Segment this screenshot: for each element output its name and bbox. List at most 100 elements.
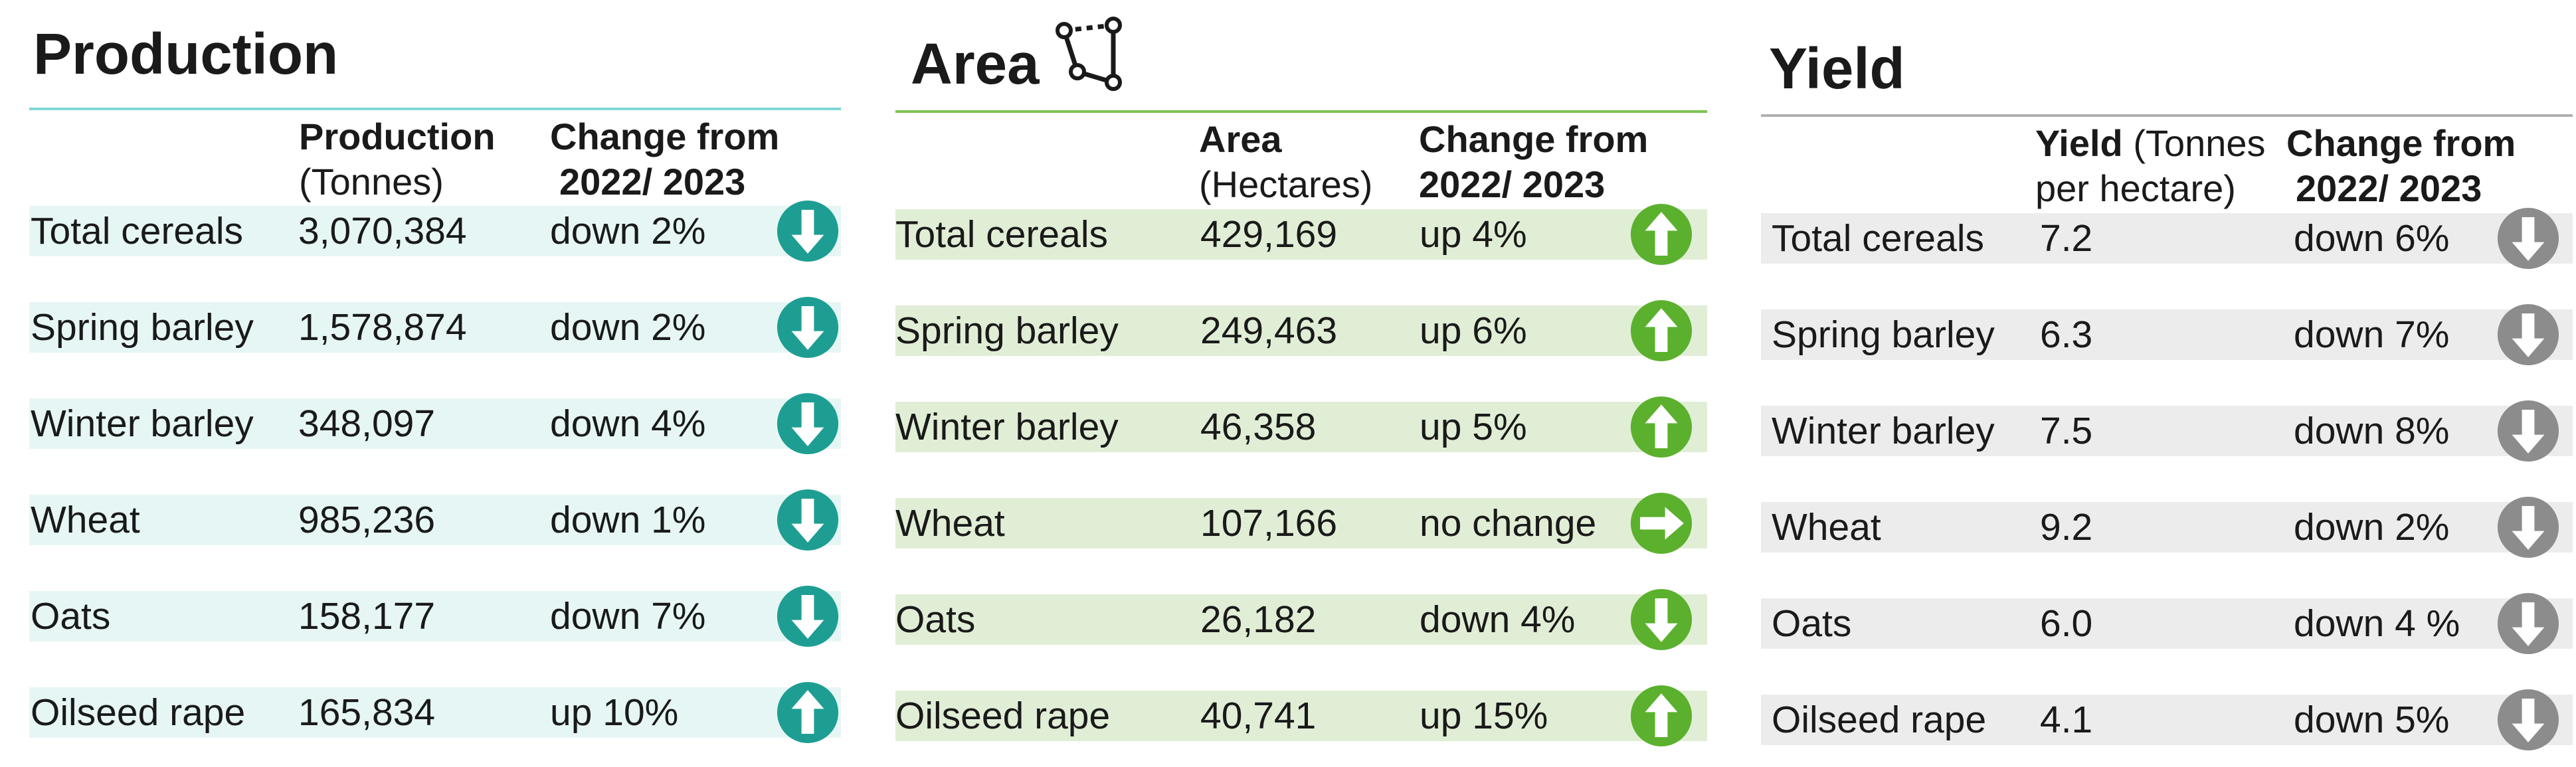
production-header-value: Production (Tonnes)	[299, 114, 496, 205]
crop-name: Spring barley	[31, 306, 254, 349]
value-cell: 7.5	[2040, 410, 2093, 452]
yield-panel: Yield Yield (Tonnes per hectare) Change …	[1754, 0, 2576, 767]
arrow-down-icon	[2497, 689, 2559, 751]
production-header-value-unit: (Tonnes)	[299, 161, 444, 203]
value-cell: 107,166	[1200, 502, 1338, 545]
table-row: Wheat 9.2 down 2%	[1761, 496, 2573, 558]
area-header-value-unit: (Hectares)	[1199, 163, 1373, 205]
value-cell: 1,578,874	[298, 306, 467, 349]
yield-title: Yield	[1769, 37, 1905, 101]
change-cell: down 7%	[550, 595, 706, 638]
arrow-up-icon	[777, 681, 839, 744]
crop-name: Total cereals	[31, 210, 243, 252]
change-cell: down 5%	[2294, 699, 2450, 741]
table-row: Total cereals 3,070,384 down 2%	[29, 200, 841, 262]
crop-name: Total cereals	[1772, 217, 1984, 260]
arrow-right-icon	[1630, 492, 1693, 554]
change-cell: down 2%	[550, 306, 706, 349]
arrow-down-icon	[2497, 303, 2559, 366]
change-cell: up 6%	[1420, 309, 1527, 352]
table-row: Oats 6.0 down 4 %	[1761, 592, 2573, 655]
table-row: Wheat 985,236 down 1%	[29, 489, 841, 551]
production-header-value-bold: Production	[299, 116, 496, 157]
area-header-value-bold: Area	[1199, 118, 1282, 160]
value-cell: 9.2	[2040, 506, 2093, 549]
value-cell: 7.2	[2040, 217, 2093, 260]
area-title: Area	[911, 32, 1040, 96]
value-cell: 6.0	[2040, 602, 2093, 645]
table-row: Total cereals 429,169 up 4%	[895, 203, 1707, 266]
arrow-up-icon	[1630, 299, 1693, 362]
area-header-change: Change from 2022/ 2023	[1419, 117, 1648, 207]
table-row: Winter barley 7.5 down 8%	[1761, 400, 2573, 462]
area-header-change-line1: Change from	[1419, 118, 1649, 160]
crop-name: Winter barley	[1772, 410, 1995, 452]
yield-header-change: Change from 2022/ 2023	[2286, 121, 2516, 211]
value-cell: 249,463	[1200, 309, 1338, 352]
crop-name: Total cereals	[895, 213, 1108, 256]
change-cell: up 4%	[1420, 213, 1527, 256]
value-cell: 165,834	[298, 691, 436, 734]
change-cell: up 15%	[1420, 695, 1548, 737]
table-row: Oilseed rape 40,741 up 15%	[895, 685, 1707, 747]
arrow-down-icon	[2497, 496, 2559, 558]
yield-header-value-unit: (Tonnes	[2133, 122, 2266, 164]
table-row: Winter barley 46,358 up 5%	[895, 396, 1707, 458]
change-cell: up 5%	[1420, 406, 1527, 448]
value-cell: 985,236	[298, 499, 436, 541]
crop-name: Wheat	[895, 502, 1005, 545]
production-header-change: Change from 2022/ 2023	[550, 114, 779, 205]
table-row: Total cereals 7.2 down 6%	[1761, 207, 2573, 270]
arrow-down-icon	[777, 489, 839, 551]
value-cell: 158,177	[298, 595, 436, 638]
yield-header-value-unit2: per hectare)	[2035, 167, 2236, 209]
table-row: Oats 26,182 down 4%	[895, 588, 1707, 651]
crop-name: Winter barley	[895, 406, 1119, 448]
production-header-change-line2: 2022/ 2023	[559, 161, 746, 203]
arrow-up-icon	[1630, 685, 1693, 747]
change-cell: down 7%	[2294, 313, 2450, 356]
arrow-up-icon	[1630, 396, 1693, 458]
change-cell: down 4 %	[2294, 602, 2460, 645]
table-row: Oilseed rape 4.1 down 5%	[1761, 689, 2573, 751]
production-header-change-line1: Change from	[550, 116, 780, 157]
production-divider	[29, 108, 841, 110]
arrow-down-icon	[777, 585, 839, 647]
production-title: Production	[33, 22, 339, 86]
yield-header-change-line1: Change from	[2286, 122, 2516, 164]
area-divider	[895, 110, 1707, 113]
change-cell: up 10%	[550, 691, 679, 734]
crop-name: Oats	[895, 598, 976, 641]
production-panel: Production Production (Tonnes) Change fr…	[0, 0, 850, 767]
change-cell: down 2%	[2294, 506, 2450, 549]
arrow-up-icon	[1630, 203, 1693, 266]
crop-name: Oilseed rape	[31, 691, 246, 734]
change-cell: down 8%	[2294, 410, 2450, 452]
change-cell: down 6%	[2294, 217, 2450, 260]
table-row: Oats 158,177 down 7%	[29, 585, 841, 647]
change-cell: down 2%	[550, 210, 706, 252]
arrow-down-icon	[2497, 400, 2559, 462]
table-row: Spring barley 249,463 up 6%	[895, 299, 1707, 362]
crop-name: Spring barley	[895, 309, 1119, 352]
arrow-down-icon	[777, 200, 839, 262]
value-cell: 26,182	[1200, 598, 1317, 641]
value-cell: 46,358	[1200, 406, 1317, 448]
arrow-down-icon	[777, 392, 839, 455]
table-row: Spring barley 6.3 down 7%	[1761, 303, 2573, 366]
yield-divider	[1761, 114, 2573, 117]
yield-header-value: Yield (Tonnes per hectare)	[2035, 121, 2266, 211]
value-cell: 6.3	[2040, 313, 2093, 356]
arrow-down-icon	[2497, 207, 2559, 270]
arrow-down-icon	[777, 296, 839, 359]
value-cell: 4.1	[2040, 699, 2093, 741]
value-cell: 348,097	[298, 402, 436, 445]
area-header-value: Area (Hectares)	[1199, 117, 1372, 207]
arrow-down-icon	[1630, 588, 1693, 651]
area-panel: Area Area (Hectares) Change from 2022/ 2…	[883, 0, 1747, 767]
change-cell: down 1%	[550, 499, 706, 541]
yield-header-change-line2: 2022/ 2023	[2296, 167, 2482, 209]
arrow-down-icon	[2497, 592, 2559, 655]
change-cell: down 4%	[1420, 598, 1576, 641]
change-cell: no change	[1420, 502, 1597, 545]
